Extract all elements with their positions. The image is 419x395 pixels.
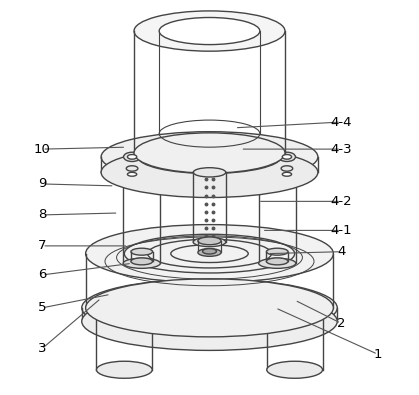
Text: 1: 1: [374, 348, 382, 361]
Text: 5: 5: [38, 301, 47, 314]
Ellipse shape: [198, 237, 221, 245]
Text: 4-1: 4-1: [330, 224, 352, 237]
Text: 9: 9: [38, 177, 47, 190]
Ellipse shape: [282, 172, 292, 176]
Ellipse shape: [267, 307, 323, 324]
Text: 7: 7: [38, 239, 47, 252]
Ellipse shape: [266, 248, 288, 255]
Ellipse shape: [193, 168, 226, 177]
Ellipse shape: [267, 361, 323, 378]
Ellipse shape: [281, 166, 293, 171]
Ellipse shape: [198, 248, 221, 256]
Ellipse shape: [127, 172, 137, 176]
Ellipse shape: [126, 166, 138, 171]
Text: 6: 6: [38, 269, 47, 281]
Ellipse shape: [205, 168, 214, 172]
Ellipse shape: [101, 147, 318, 198]
Ellipse shape: [96, 307, 152, 324]
Ellipse shape: [127, 154, 137, 159]
Ellipse shape: [82, 279, 337, 337]
Text: 8: 8: [38, 209, 47, 222]
Text: 4-2: 4-2: [330, 195, 352, 208]
Ellipse shape: [193, 237, 226, 246]
Ellipse shape: [85, 279, 334, 337]
Text: 2: 2: [337, 317, 345, 330]
Ellipse shape: [259, 258, 296, 268]
Ellipse shape: [202, 248, 217, 254]
Ellipse shape: [85, 225, 334, 283]
Ellipse shape: [259, 171, 296, 181]
Ellipse shape: [131, 258, 153, 265]
Ellipse shape: [96, 361, 152, 378]
Ellipse shape: [201, 167, 218, 173]
Ellipse shape: [123, 171, 160, 181]
Ellipse shape: [124, 152, 141, 162]
Ellipse shape: [131, 248, 153, 255]
Text: 4: 4: [337, 245, 345, 258]
Text: 4-4: 4-4: [330, 115, 352, 128]
Ellipse shape: [101, 132, 318, 182]
Ellipse shape: [82, 292, 337, 350]
Ellipse shape: [282, 154, 292, 159]
Text: 3: 3: [38, 342, 47, 355]
Text: 4-3: 4-3: [330, 143, 352, 156]
Ellipse shape: [123, 258, 160, 268]
Ellipse shape: [134, 11, 285, 51]
Ellipse shape: [159, 17, 260, 45]
Ellipse shape: [278, 152, 295, 162]
Ellipse shape: [134, 133, 285, 173]
Ellipse shape: [266, 258, 288, 265]
Text: 10: 10: [34, 143, 51, 156]
